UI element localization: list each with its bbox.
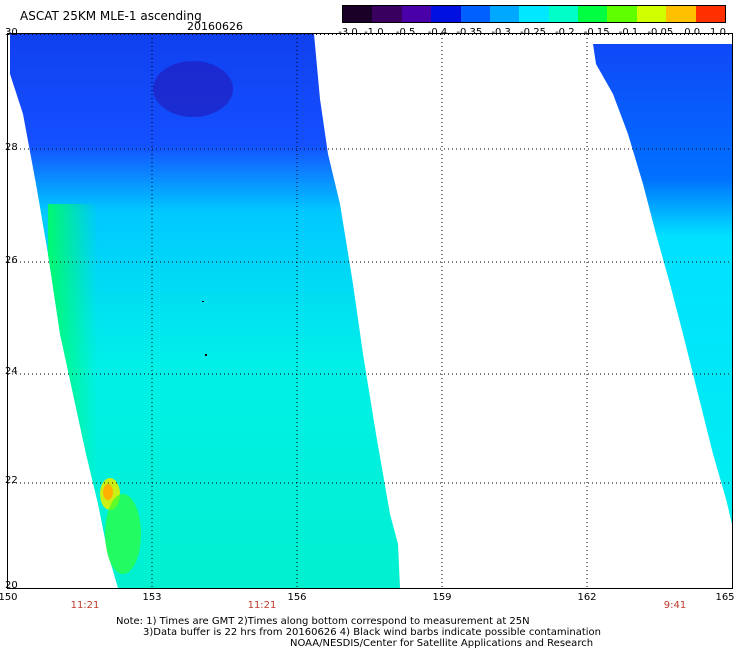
y-label-26: 26 [5, 255, 18, 266]
x-label-159: 159 [432, 592, 452, 603]
color-scale-segment [578, 6, 608, 22]
y-label-30: 30 [5, 27, 18, 38]
note-line-1: Note: 1) Times are GMT 2)Times along bot… [116, 616, 530, 627]
color-scale-segment [401, 6, 432, 22]
right-swath [593, 44, 732, 524]
color-scale-label: -0.4 [428, 27, 448, 38]
color-scale-segment [548, 6, 579, 22]
map-plot-area [7, 33, 733, 589]
color-scale-segment [431, 6, 462, 22]
y-label-24: 24 [5, 366, 18, 377]
color-scale-label: -0.2 [555, 27, 575, 38]
note-line-3: NOAA/NESDIS/Center for Satellite Applica… [290, 638, 594, 649]
dark-blue-patch [153, 61, 233, 117]
color-scale-label: 0.0 [684, 27, 700, 38]
color-scale-label: -3.0 [338, 27, 358, 38]
x-label-162: 162 [577, 592, 597, 603]
green-patch [105, 494, 141, 574]
color-scale-label: -0.3 [491, 27, 511, 38]
color-scale-segment [636, 6, 667, 22]
color-scale-bar [342, 5, 726, 23]
color-scale-label: -0.35 [456, 27, 482, 38]
color-scale-segment [695, 6, 726, 22]
pass-time-3: 9:41 [663, 600, 687, 611]
y-label-20: 20 [5, 580, 18, 591]
swath-map [8, 34, 732, 588]
x-label-156: 156 [287, 592, 307, 603]
color-scale-segment [519, 6, 550, 22]
grid-lines [8, 34, 732, 588]
color-scale-label: -0.05 [647, 27, 673, 38]
wind-barb-marker [202, 301, 204, 302]
pass-time-2: 11:21 [247, 600, 277, 611]
left-swath-green-band [48, 204, 158, 588]
wind-barb-marker [205, 354, 207, 356]
color-scale-segment [372, 6, 403, 22]
color-scale-label: -0.5 [396, 27, 416, 38]
color-scale-label: -1.0 [364, 27, 384, 38]
orange-patch [103, 484, 113, 500]
x-label-153: 153 [142, 592, 162, 603]
map-date: 20160626 [187, 20, 243, 33]
color-scale-segment [343, 6, 373, 22]
color-scale-label: -0.25 [520, 27, 546, 38]
color-scale-label: 1.0 [710, 27, 726, 38]
color-scale-segment [607, 6, 638, 22]
color-scale-segment [460, 6, 491, 22]
color-scale-segment [666, 6, 697, 22]
color-scale-segment [489, 6, 520, 22]
x-label-150: 150 [0, 592, 18, 603]
pass-time-1: 11:21 [70, 600, 100, 611]
color-scale-label: -0.1 [619, 27, 639, 38]
color-scale-label: -0.15 [584, 27, 610, 38]
y-label-22: 22 [5, 475, 18, 486]
map-title: ASCAT 25KM MLE-1 ascending [20, 9, 202, 23]
note-line-2: 3)Data buffer is 22 hrs from 20160626 4)… [143, 627, 601, 638]
x-label-165: 165 [715, 592, 735, 603]
y-label-28: 28 [5, 142, 18, 153]
